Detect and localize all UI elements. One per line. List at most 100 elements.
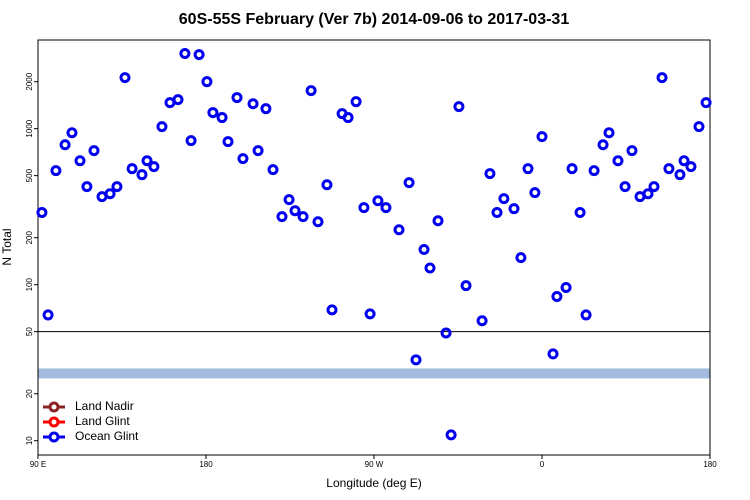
point	[148, 161, 160, 173]
point	[626, 145, 638, 157]
point	[574, 207, 586, 219]
point	[179, 48, 191, 60]
point	[172, 94, 184, 106]
y-tick-label: 20	[25, 389, 34, 398]
point	[484, 168, 496, 180]
point	[547, 348, 559, 360]
point	[678, 155, 690, 167]
x-tick-label: 180	[199, 460, 213, 469]
point	[424, 262, 436, 274]
legend-label: Land Glint	[75, 414, 130, 428]
point	[372, 195, 384, 207]
x-tick-label: 0	[540, 460, 545, 469]
point	[305, 85, 317, 97]
point	[491, 207, 503, 219]
point	[74, 155, 86, 167]
point	[111, 181, 123, 193]
y-tick-label: 200	[25, 231, 34, 245]
point	[597, 139, 609, 151]
point	[289, 205, 301, 217]
point	[522, 163, 534, 175]
point	[36, 207, 48, 219]
point	[350, 96, 362, 108]
point	[648, 181, 660, 193]
point	[222, 136, 234, 148]
point	[642, 188, 654, 200]
x-tick-label: 90 E	[30, 460, 46, 469]
point	[252, 145, 264, 157]
point	[515, 252, 527, 264]
y-tick-label: 100	[25, 277, 34, 291]
point	[432, 215, 444, 227]
point	[231, 92, 243, 104]
point	[364, 308, 376, 320]
point	[193, 49, 205, 61]
point	[700, 97, 712, 109]
point	[603, 127, 615, 139]
point	[312, 216, 324, 228]
point	[566, 163, 578, 175]
x-tick-label: 90 W	[365, 460, 384, 469]
point	[440, 327, 452, 339]
y-tick-label: 500	[25, 168, 34, 182]
x-tick-label: 180	[703, 460, 717, 469]
y-tick-label: 50	[25, 327, 34, 336]
y-axis-label: N Total	[0, 228, 14, 265]
y-tick-label: 1000	[25, 119, 34, 137]
point	[476, 315, 488, 327]
point	[551, 291, 563, 303]
point	[508, 203, 520, 215]
point	[536, 131, 548, 143]
point	[453, 101, 465, 113]
point	[498, 193, 510, 205]
point	[201, 76, 213, 88]
point	[297, 211, 309, 223]
point	[580, 309, 592, 321]
legend-label: Land Nadir	[75, 399, 134, 413]
point	[267, 164, 279, 176]
point	[141, 155, 153, 167]
point	[126, 163, 138, 175]
point	[685, 161, 697, 173]
point	[88, 145, 100, 157]
point	[393, 224, 405, 236]
point	[185, 135, 197, 147]
point	[445, 429, 457, 441]
point	[529, 187, 541, 199]
x-axis-label: Longitude (deg E)	[326, 476, 421, 490]
point	[693, 121, 705, 133]
legend-marker	[48, 416, 60, 428]
point	[136, 169, 148, 181]
point	[247, 98, 259, 110]
point	[358, 202, 370, 214]
point	[560, 281, 572, 293]
point	[156, 121, 168, 133]
point	[66, 127, 78, 139]
plot-frame	[37, 39, 711, 456]
point	[276, 211, 288, 223]
point	[207, 107, 219, 119]
point	[403, 177, 415, 189]
y-tick-label: 10	[25, 436, 34, 445]
point	[410, 354, 422, 366]
point	[216, 112, 228, 124]
point	[612, 155, 624, 167]
point	[81, 181, 93, 193]
point	[237, 153, 249, 165]
point	[342, 112, 354, 124]
band	[38, 368, 710, 379]
point	[42, 309, 54, 321]
point	[321, 179, 333, 191]
point	[104, 188, 116, 200]
point	[59, 139, 71, 151]
point	[656, 72, 668, 84]
point	[460, 280, 472, 292]
point	[588, 165, 600, 177]
point	[418, 244, 430, 256]
legend-label: Ocean Glint	[75, 429, 139, 443]
point	[119, 72, 131, 84]
chart-title: 60S-55S February (Ver 7b) 2014-09-06 to …	[179, 11, 570, 28]
point	[50, 165, 62, 177]
y-tick-label: 2000	[25, 72, 34, 90]
